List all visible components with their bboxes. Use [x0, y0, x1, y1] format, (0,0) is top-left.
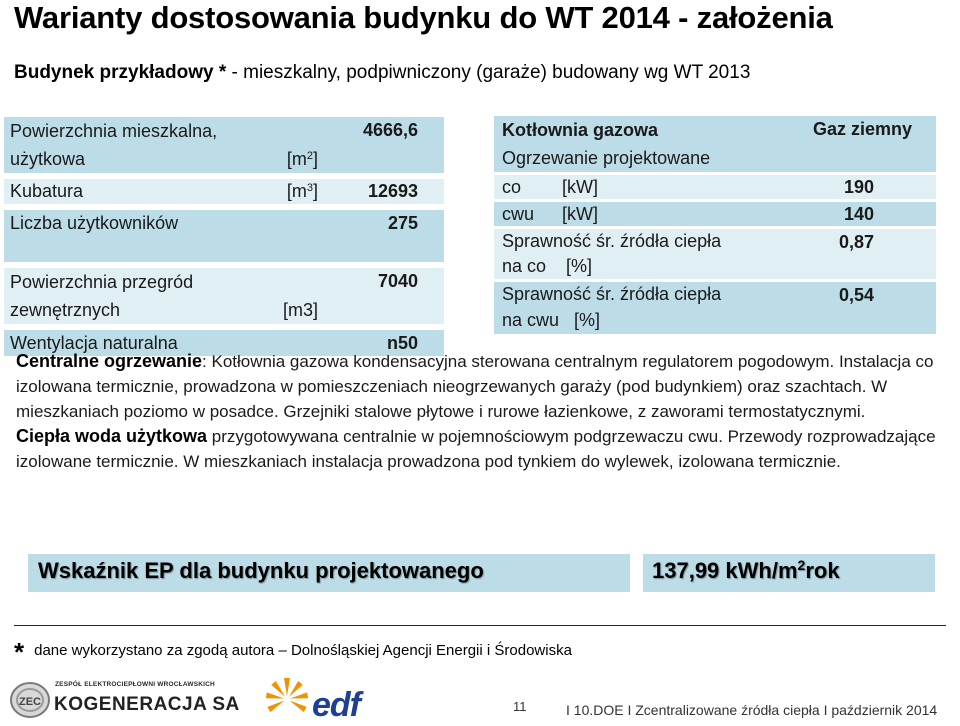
footnote-star: *: [14, 637, 25, 667]
subtitle-rest: - mieszkalny, podpiwniczony (garaże) bud…: [226, 62, 751, 83]
zec-badge-text: ZEC: [19, 696, 41, 708]
area-unit: [m2]: [286, 149, 318, 169]
hot-water-text: przygotowywana centralnie w pojemnościow…: [16, 427, 936, 471]
footnote: * dane wykorzystano za zgodą autora – Dol…: [14, 637, 572, 668]
area-label-line1: Powierzchnia mieszkalna,: [10, 121, 218, 141]
hot-water-paragraph: Ciepła woda użytkowa przygotowywana cent…: [16, 424, 946, 474]
partitions-label-line1: Powierzchnia przegród: [10, 272, 194, 292]
footnote-divider: [14, 625, 946, 626]
table-row: Kubatura [m3] 12693: [4, 179, 444, 204]
table-row: Sprawność śr. źródła ciepła na cwu [%] 0…: [494, 282, 936, 334]
volume-label-cell: Kubatura [m3]: [4, 179, 332, 204]
edf-logo-text: edf: [312, 686, 361, 724]
subtitle-bold: Budynek przykładowy *: [14, 62, 227, 83]
zec-company-line: ZESPÓŁ ELEKTROCIEPŁOWNI WROCŁAWSKICH: [55, 681, 215, 688]
central-heating-paragraph: Centralne ogrzewanie: Kotłownia gazowa k…: [16, 349, 946, 424]
co-unit: [kW]: [562, 177, 598, 197]
boiler-cell: Kotłownia gazowa Ogrzewanie projektowane: [494, 116, 779, 172]
area-label-cell: Powierzchnia mieszkalna, użytkowa [m2]: [4, 117, 332, 173]
eff-cwu-label-line2: na cwu [%]: [502, 310, 601, 330]
eff-cwu-value: 0,54: [779, 282, 936, 334]
heating-source-table: Kotłownia gazowa Ogrzewanie projektowane…: [494, 116, 936, 334]
central-heating-heading: Centralne ogrzewanie: [16, 351, 203, 371]
ep-value: 137,99 kWh/m2rok: [652, 557, 840, 583]
eff-cwu-label-line1: Sprawność śr. źródła ciepła: [502, 284, 722, 304]
vent-label-cell: Wentylacja naturalna: [4, 330, 332, 356]
area-label-line2: użytkowa: [10, 149, 86, 169]
ep-value-box: [643, 554, 935, 592]
edf-logo-icon: [265, 678, 309, 713]
volume-label: Kubatura: [10, 181, 84, 201]
footer-text: I 10.DOE I Zcentralizowane źródła ciepła…: [566, 702, 938, 718]
volume-unit: [m3]: [286, 181, 318, 201]
page-subtitle: Budynek przykładowy * - mieszkalny, podp…: [14, 62, 750, 84]
users-label: Liczba użytkowników: [10, 213, 179, 233]
partitions-label-line2: zewnętrznych: [10, 300, 121, 320]
eff-co-label-line2: na co [%]: [502, 256, 593, 276]
eff-co-value: 0,87: [779, 229, 936, 279]
table-row: Sprawność śr. źródła ciepła na co [%] 0,…: [494, 229, 936, 279]
partitions-unit: [m3]: [282, 300, 318, 320]
cwu-unit: [kW]: [562, 204, 598, 224]
table-row: Liczba użytkowników 275: [4, 210, 444, 262]
building-parameters-table: Powierzchnia mieszkalna, użytkowa [m2] 46…: [4, 117, 444, 356]
table-row: co [kW] 190: [494, 175, 936, 199]
fuel-value: Gaz ziemny: [779, 116, 936, 172]
ep-label-box: [28, 554, 630, 592]
co-value: 190: [779, 175, 936, 199]
central-heating-text: : Kotłownia gazowa kondensacyjna sterowa…: [16, 352, 934, 421]
table-row: Wentylacja naturalna n50: [4, 330, 444, 356]
vent-label: Wentylacja naturalna: [10, 333, 178, 353]
users-label-cell: Liczba użytkowników: [4, 210, 332, 262]
kogeneracja-logo-text: KOGENERACJA SA: [54, 694, 240, 715]
heating-label: Ogrzewanie projektowane: [502, 148, 711, 168]
partitions-label-cell: Powierzchnia przegród zewnętrznych [m3]: [4, 268, 332, 324]
boiler-label: Kotłownia gazowa: [502, 120, 659, 140]
system-description: Centralne ogrzewanie: Kotłownia gazowa k…: [16, 349, 946, 474]
hot-water-heading: Ciepła woda użytkowa: [16, 426, 208, 446]
page-number: 11: [513, 699, 527, 714]
table-row: Kotłownia gazowa Ogrzewanie projektowane…: [494, 116, 936, 172]
eff-co-cell: Sprawność śr. źródła ciepła na co [%]: [494, 229, 779, 279]
area-value: 4666,6: [332, 117, 444, 173]
footnote-text: dane wykorzystano za zgodą autora – Doln…: [34, 642, 572, 659]
table-row: cwu [kW] 140: [494, 202, 936, 226]
vent-value: n50: [332, 330, 444, 356]
ep-label: Wskaźnik EP dla budynku projektowanego: [38, 558, 484, 583]
eff-cwu-cell: Sprawność śr. źródła ciepła na cwu [%]: [494, 282, 779, 334]
users-value: 275: [332, 210, 444, 262]
page-title: Warianty dostosowania budynku do WT 2014…: [14, 0, 833, 35]
cwu-label: cwu: [502, 204, 535, 224]
partitions-value: 7040: [332, 268, 444, 324]
table-row: Powierzchnia mieszkalna, użytkowa [m2] 46…: [4, 117, 444, 173]
cwu-value: 140: [779, 202, 936, 226]
table-row: Powierzchnia przegród zewnętrznych [m3] 7…: [4, 268, 444, 324]
co-label: co: [502, 177, 522, 197]
cwu-cell: cwu [kW]: [494, 202, 779, 226]
co-cell: co [kW]: [494, 175, 779, 199]
zec-logo-icon: ZEC: [10, 682, 50, 718]
eff-co-label-line1: Sprawność śr. źródła ciepła: [502, 231, 722, 251]
volume-value: 12693: [332, 179, 444, 204]
